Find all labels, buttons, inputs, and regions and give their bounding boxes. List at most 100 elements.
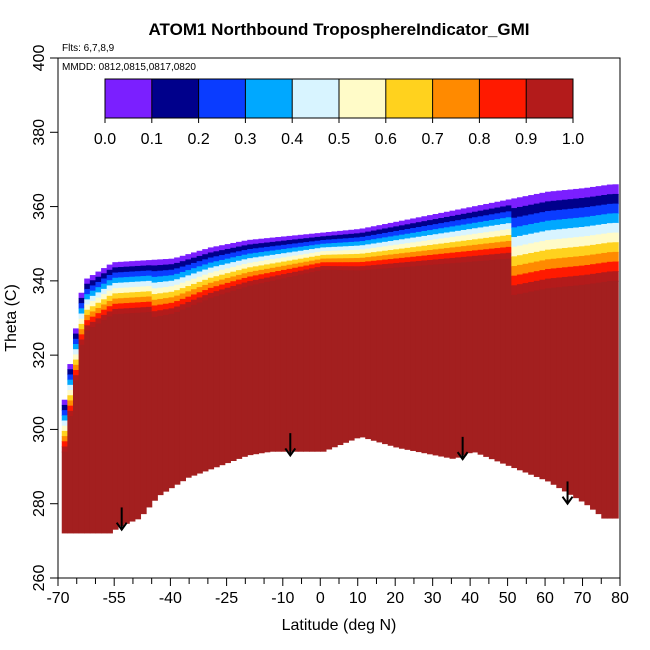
heatmap-cell (235, 289, 243, 459)
heatmap-cell (269, 250, 276, 256)
heatmap-cell (230, 242, 237, 249)
heatmap-cell (314, 267, 321, 272)
heatmap-cell (314, 259, 321, 264)
heatmap-cell (84, 299, 91, 306)
heatmap-cell (101, 273, 108, 280)
heatmap-cell (432, 264, 439, 456)
heatmap-cell (528, 272, 535, 283)
colorbar-tick-label: 0.1 (141, 131, 163, 148)
heatmap-cell (191, 299, 198, 306)
heatmap-cell (545, 268, 552, 280)
heatmap-cell (84, 288, 91, 295)
heatmap-cell (101, 294, 108, 300)
heatmap-cell (247, 239, 254, 245)
heatmap-cell (567, 199, 574, 210)
heatmap-cell (421, 245, 428, 252)
heatmap-cell (567, 276, 574, 287)
heatmap-cell (258, 256, 265, 262)
heatmap-cell (505, 223, 512, 230)
heatmap-cell (410, 256, 417, 263)
heatmap-cell (162, 281, 170, 288)
heatmap-cell (213, 256, 220, 262)
heatmap-cell (410, 261, 417, 267)
heatmap-cell (286, 248, 293, 253)
heatmap-cell (500, 253, 507, 260)
heatmap-cell (241, 245, 248, 251)
heatmap-cell (472, 217, 479, 224)
heatmap-cell (224, 287, 231, 294)
heatmap-cell (376, 255, 383, 261)
heatmap-cell (573, 285, 580, 499)
heatmap-cell (359, 232, 366, 238)
heatmap-cell (112, 272, 119, 279)
heatmap-cell (235, 246, 243, 252)
heatmap-cell (247, 271, 254, 278)
heatmap-cell (230, 266, 237, 273)
heatmap-cell (584, 216, 591, 227)
heatmap-cell (89, 295, 97, 302)
heatmap-cell (612, 271, 619, 282)
heatmap-cell (511, 246, 518, 257)
heatmap-cell (264, 242, 271, 248)
heatmap-cell (353, 266, 361, 271)
x-axis-tick-label: 80 (611, 590, 629, 607)
heatmap-cell (168, 275, 175, 282)
heatmap-cell (500, 259, 507, 464)
heatmap-cell (601, 185, 608, 196)
heatmap-cell (342, 258, 349, 263)
heatmap-cell (432, 229, 439, 235)
heatmap-cell (612, 193, 619, 205)
heatmap-cell (134, 297, 142, 303)
heatmap-cell (320, 243, 327, 249)
heatmap-cell (472, 211, 479, 218)
heatmap-cell (157, 304, 164, 311)
heatmap-cell (309, 260, 316, 266)
heatmap-cell (207, 257, 215, 264)
heatmap-cell (303, 253, 310, 259)
heatmap-cell (331, 235, 338, 240)
heatmap-cell (320, 236, 327, 241)
heatmap-cell (320, 258, 327, 263)
heatmap-cell (376, 238, 383, 244)
heatmap-cell (331, 250, 338, 256)
heatmap-cell (89, 316, 97, 323)
heatmap-cell (348, 237, 355, 243)
heatmap-cell (584, 226, 591, 237)
heatmap-cell (292, 255, 299, 261)
heatmap-cell (404, 224, 411, 230)
colorbar-segment (432, 79, 480, 118)
heatmap-cell (235, 241, 243, 248)
heatmap-cell (292, 251, 299, 257)
heatmap-cell (202, 274, 209, 281)
heatmap-cell (427, 245, 434, 251)
heatmap-cell (387, 227, 394, 233)
heatmap-cell (505, 217, 512, 224)
heatmap-cell (382, 228, 389, 234)
heatmap-cell (309, 241, 316, 246)
heatmap-cell (438, 264, 445, 457)
heatmap-cell (185, 286, 192, 292)
heatmap-cell (123, 287, 130, 294)
colorbar-tick-label: 0.8 (468, 131, 490, 148)
heatmap-cell (117, 293, 125, 299)
heatmap-cell (595, 253, 602, 264)
heatmap-cell (595, 263, 602, 274)
heatmap-cell (505, 240, 512, 248)
heatmap-cell (264, 264, 271, 270)
heatmap-cell (410, 251, 417, 258)
heatmap-cell (567, 237, 574, 249)
heatmap-cell (196, 255, 203, 262)
heatmap-cell (533, 261, 541, 272)
heatmap-cell (601, 262, 608, 273)
heatmap-cell (140, 291, 147, 298)
heatmap-cell (472, 250, 479, 257)
heatmap-cell (224, 248, 231, 255)
heatmap-cell (427, 230, 434, 236)
heatmap-cell (84, 309, 91, 316)
heatmap-cell (191, 273, 198, 280)
heatmap-cell (443, 227, 451, 234)
heatmap-cell (460, 229, 467, 236)
heatmap-cell (185, 259, 192, 266)
heatmap-cell (359, 245, 366, 250)
heatmap-cell (438, 233, 445, 240)
